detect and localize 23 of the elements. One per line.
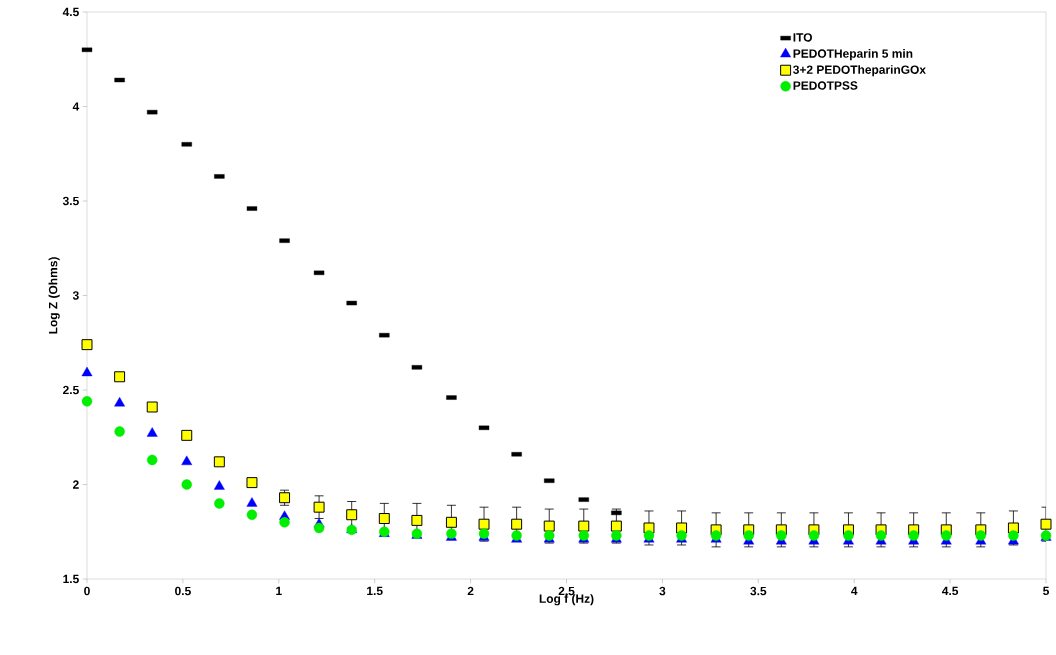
x-tick-label: 1.5	[367, 586, 383, 596]
y-tick-label: 3.5	[62, 196, 79, 206]
legend-label: 3+2 PEDOTheparinGOx	[793, 65, 926, 77]
x-tick-label: 4	[851, 586, 858, 595]
y-tick-label: 2.5	[63, 385, 79, 395]
x-tick-label: 1	[276, 586, 282, 595]
x-tick-label: 5	[1043, 586, 1049, 596]
x-tick-label: 0.5	[175, 586, 191, 596]
y-tick-label: 4.5	[62, 7, 79, 17]
y-tick-label: 4	[72, 102, 80, 111]
x-tick-label: 2	[467, 586, 474, 596]
x-tick-label: 3	[659, 586, 666, 596]
x-tick-label: 0	[84, 586, 90, 596]
legend-label: ITO	[793, 33, 812, 42]
x-tick-label: 4.5	[941, 586, 959, 596]
legend-label: PEDOTPSS	[793, 81, 858, 90]
y-tick-label: 3	[72, 291, 79, 300]
legend-label: PEDOTHeparin 5 min	[793, 49, 913, 61]
y-tick-label: 2	[73, 480, 79, 489]
y-tick-label: 1.5	[63, 574, 79, 584]
x-tick-label: 3.5	[750, 586, 767, 596]
y-axis-title: Log Z (Ohms)	[48, 257, 60, 334]
x-tick-label: 2.5	[558, 586, 575, 596]
